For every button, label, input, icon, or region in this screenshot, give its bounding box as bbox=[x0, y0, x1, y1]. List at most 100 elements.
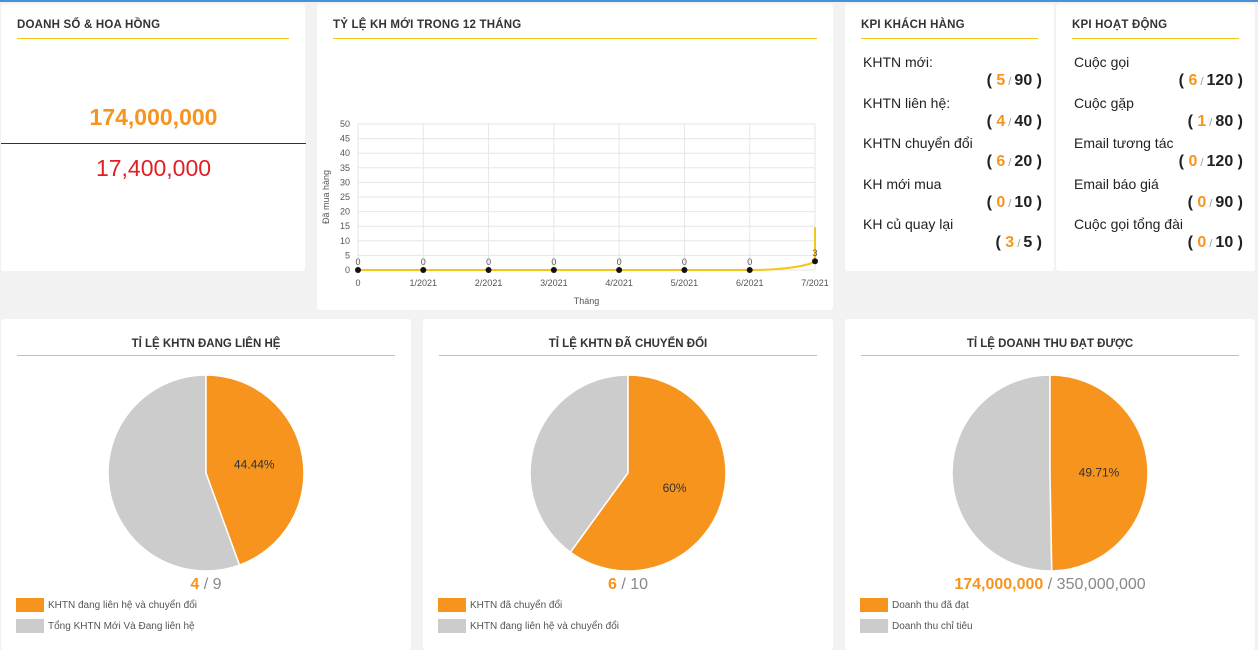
kpi-target-count: 120 bbox=[1206, 72, 1234, 89]
kpi-value: ( 1 / 80 ) bbox=[1187, 112, 1243, 130]
data-label: 3 bbox=[812, 248, 817, 258]
pie-summary-total: 10 bbox=[630, 576, 649, 593]
kpi-label: KHTN liên hệ: bbox=[863, 94, 951, 111]
legend-item[interactable]: Doanh thu đã đạt bbox=[860, 598, 969, 612]
y-tick-label: 35 bbox=[340, 163, 350, 173]
y-tick-label: 40 bbox=[340, 148, 350, 158]
new-customer-chart-card: TỶ LỆ KH MỚI TRONG 12 THÁNG 0 5 10 15 20 25 30… bbox=[317, 4, 833, 310]
line-chart-title-underline bbox=[333, 38, 817, 39]
x-tick-label: 3/2021 bbox=[540, 278, 568, 288]
pie-slice-remaining[interactable] bbox=[951, 374, 1053, 572]
pie-percent-label: 60% bbox=[663, 481, 687, 495]
kpi-target-count: 10 bbox=[1215, 234, 1234, 251]
revenue-title-underline bbox=[17, 38, 289, 39]
kpi-label: Email báo giá bbox=[1074, 175, 1159, 192]
data-label: 0 bbox=[747, 257, 752, 267]
y-axis-title: Đã mua hàng bbox=[321, 170, 331, 224]
data-point bbox=[420, 267, 427, 273]
kpi-done-count: 3 bbox=[1005, 234, 1015, 251]
legend-item[interactable]: KHTN đang liên hệ và chuyển đổi bbox=[16, 598, 197, 612]
legend-swatch bbox=[860, 619, 888, 633]
revenue-divider bbox=[1, 143, 306, 144]
kpi-target-count: 90 bbox=[1215, 193, 1234, 211]
pie-summary: 4 / 9 bbox=[190, 576, 222, 593]
kpi-customers-card: KPI KHÁCH HÀNG KHTN mới: ( 5 / 90 ) KHTN l… bbox=[845, 4, 1054, 271]
pie-slice-remaining[interactable] bbox=[529, 374, 629, 554]
x-tick-label: 2/2021 bbox=[475, 278, 503, 288]
data-point bbox=[812, 258, 818, 265]
legend-item[interactable]: Tổng KHTN Mới Và Đang liên hệ bbox=[16, 619, 195, 633]
kpi-activity-title-underline bbox=[1072, 38, 1239, 39]
legend-item[interactable]: KHTN đang liên hệ và chuyển đổi bbox=[438, 619, 619, 633]
legend-item[interactable]: KHTN đã chuyển đổi bbox=[438, 598, 562, 612]
pie-title-underline bbox=[17, 355, 395, 356]
data-point bbox=[485, 267, 492, 273]
legend-label: KHTN đã chuyển đổi bbox=[470, 599, 563, 611]
pie-summary-done: 4 bbox=[190, 576, 200, 593]
kpi-done-count: 5 bbox=[996, 72, 1006, 89]
pie-summary: 6 / 10 bbox=[607, 576, 649, 593]
kpi-done-count: 4 bbox=[996, 112, 1006, 130]
data-point bbox=[616, 267, 623, 273]
kpi-target-count: 40 bbox=[1014, 112, 1033, 130]
legend-item[interactable]: Doanh thu chỉ tiêu bbox=[860, 619, 973, 633]
pie-title-underline bbox=[439, 355, 817, 356]
pie-summary-done: 174,000,000 bbox=[954, 576, 1044, 593]
pie-slice-remaining[interactable] bbox=[107, 374, 241, 572]
y-tick-label: 5 bbox=[345, 250, 350, 260]
pie-summary-done: 6 bbox=[607, 576, 617, 593]
legend-label: Doanh thu đã đạt bbox=[892, 599, 969, 611]
kpi-label: Email tương tác bbox=[1074, 135, 1174, 151]
x-tick-label: 4/2021 bbox=[605, 278, 633, 288]
y-tick-label: 45 bbox=[340, 134, 350, 144]
kpi-label: Cuộc gọi tổng đài bbox=[1074, 216, 1183, 232]
data-point bbox=[355, 267, 361, 273]
kpi-target-count: 20 bbox=[1014, 153, 1033, 170]
pie-slice-achieved[interactable] bbox=[205, 374, 305, 567]
pie-card-contacting: TỈ LỆ KHTN ĐANG LIÊN HỆ 44.44% 4 / 9 KHTN đ… bbox=[1, 319, 411, 650]
kpi-done-count: 0 bbox=[1188, 153, 1198, 170]
pie-title: TỈ LỆ DOANH THU ĐẠT ĐƯỢC bbox=[966, 338, 1134, 350]
pie-title: TỈ LỆ KHTN ĐANG LIÊN HỆ bbox=[131, 338, 281, 350]
pie-percent-label: 44.44% bbox=[234, 457, 275, 471]
pie-chart: 49.71% bbox=[951, 374, 1149, 572]
pie-percent-label: 49.71% bbox=[1079, 466, 1120, 480]
x-tick-label: 5/2021 bbox=[671, 278, 699, 288]
y-tick-label: 10 bbox=[340, 236, 350, 246]
legend-swatch bbox=[860, 598, 888, 612]
data-label: 0 bbox=[355, 257, 360, 267]
x-axis-title: Tháng bbox=[574, 296, 600, 306]
data-point bbox=[746, 267, 753, 273]
pie-title-underline bbox=[861, 355, 1239, 356]
y-tick-label: 20 bbox=[340, 207, 350, 217]
kpi-customers-title-underline bbox=[861, 38, 1038, 39]
y-tick-label: 25 bbox=[340, 192, 350, 202]
legend-swatch bbox=[438, 619, 466, 633]
pie-slice-achieved[interactable] bbox=[1049, 374, 1149, 572]
kpi-label: KH củ quay lại bbox=[863, 216, 954, 232]
pie-slice-achieved[interactable] bbox=[569, 374, 727, 572]
kpi-done-count: 6 bbox=[1188, 72, 1198, 89]
pie-chart: 60% bbox=[529, 374, 727, 572]
kpi-done-count: 0 bbox=[1197, 193, 1207, 211]
sales-value: 174,000,000 bbox=[89, 104, 218, 130]
kpi-done-count: 1 bbox=[1197, 112, 1207, 130]
kpi-value: ( 6 / 120 ) bbox=[1178, 72, 1243, 89]
pie-summary-total: 350,000,000 bbox=[1056, 576, 1146, 593]
legend-label: Tổng KHTN Mới Và Đang liên hệ bbox=[48, 620, 195, 632]
kpi-value: ( 0 / 120 ) bbox=[1178, 153, 1243, 170]
kpi-value: ( 4 / 40 ) bbox=[986, 112, 1042, 130]
kpi-activity-title: KPI HOẠT ĐỘNG bbox=[1072, 19, 1168, 31]
kpi-label: KH mới mua bbox=[863, 175, 942, 192]
kpi-value: ( 6 / 20 ) bbox=[986, 153, 1042, 170]
y-tick-label: 0 bbox=[345, 265, 350, 275]
y-tick-label: 50 bbox=[340, 119, 350, 129]
kpi-label: Cuộc gặp bbox=[1074, 94, 1134, 111]
legend-swatch bbox=[16, 598, 44, 612]
legend-label: Doanh thu chỉ tiêu bbox=[892, 620, 973, 632]
data-label: 0 bbox=[551, 257, 556, 267]
kpi-target-count: 80 bbox=[1215, 112, 1234, 130]
data-point bbox=[681, 267, 688, 273]
data-point bbox=[550, 267, 557, 273]
